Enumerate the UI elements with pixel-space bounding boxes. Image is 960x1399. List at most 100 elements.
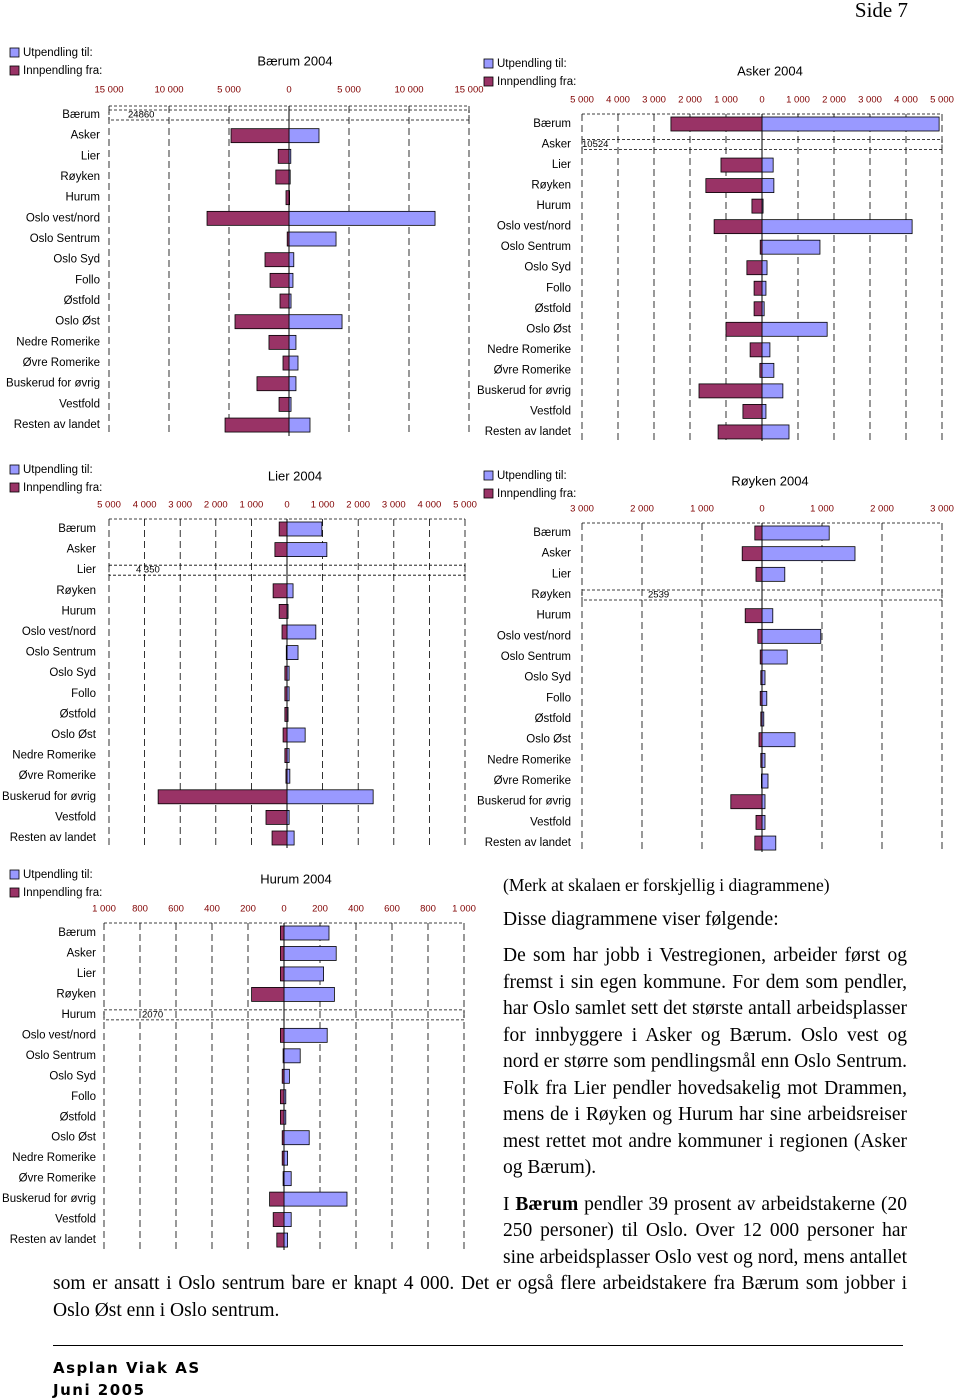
category-label: Hurum <box>536 200 571 212</box>
x-tick-label: 1 000 <box>92 904 116 915</box>
category-label: Hurum <box>61 1009 96 1021</box>
legend-label: Utpendling til: <box>497 58 567 70</box>
bar <box>281 624 288 640</box>
bar <box>281 1150 285 1166</box>
bar <box>758 732 763 748</box>
category-label: Oslo Syd <box>524 262 571 274</box>
category-label: Follo <box>75 274 100 286</box>
category-label: Bærum <box>58 523 96 535</box>
category-label: Oslo Syd <box>524 672 571 684</box>
bar <box>761 239 821 255</box>
paragraph: De som har jobb i Vestregionen, arbeider… <box>503 945 907 1178</box>
category-label: Hurum <box>61 605 96 617</box>
footer-date: Juni 2005 <box>53 1381 146 1399</box>
category-label: Oslo vest/nord <box>22 1029 96 1041</box>
legend-label: Utpendling til: <box>23 464 93 476</box>
bar <box>282 1171 285 1187</box>
bar <box>751 198 763 214</box>
paragraph: I Bærum pendler 39 prosent av arbeidstak… <box>53 1192 907 1325</box>
bar <box>761 814 766 830</box>
legend-swatch <box>9 887 20 898</box>
bar <box>761 566 786 582</box>
category-label: Røyken <box>56 585 96 597</box>
category-label: Nedre Romerike <box>12 750 96 762</box>
bar <box>288 252 295 268</box>
x-tick-label: 3 000 <box>642 95 666 106</box>
bar <box>265 810 288 825</box>
bar <box>286 583 294 599</box>
bar <box>272 1212 285 1227</box>
bar <box>206 210 290 226</box>
legend-label: Innpendling fra: <box>497 76 576 88</box>
category-label: Nedre Romerike <box>16 336 100 348</box>
bar <box>717 424 763 440</box>
category-label: Røyken <box>56 988 96 1000</box>
text-block: (Merk at skalaen er forskjellig i diagra… <box>53 872 907 1324</box>
bar <box>288 210 436 226</box>
category-label: Nedre Romerike <box>487 344 571 356</box>
category-label: Asker <box>67 544 97 556</box>
category-label: Østfold <box>60 1111 96 1123</box>
bar <box>755 814 763 830</box>
category-label: Østfold <box>535 303 571 315</box>
x-tick-label: 1 000 <box>690 504 714 515</box>
self-row-box <box>108 109 470 121</box>
category-label: Resten av landet <box>485 426 572 438</box>
x-tick-label: 0 <box>759 504 764 515</box>
bar <box>279 1027 285 1043</box>
bar <box>277 148 290 164</box>
bar <box>256 376 290 392</box>
bar <box>286 727 306 743</box>
x-tick-label: 5 000 <box>337 85 361 96</box>
x-tick-label: 4 000 <box>606 95 630 106</box>
spacer <box>53 872 503 1264</box>
x-tick-label: 3 000 <box>858 95 882 106</box>
bar <box>288 417 311 433</box>
category-label: Buskerud for øvrig <box>2 791 96 803</box>
bar <box>761 157 774 173</box>
category-label: Hurum <box>536 610 571 622</box>
bar <box>760 711 763 727</box>
self-row-box <box>108 564 466 576</box>
self-row-box <box>581 589 943 601</box>
category-label: Buskerud for øvrig <box>477 385 571 397</box>
bar <box>761 424 790 440</box>
x-tick-label: 15 000 <box>454 85 483 96</box>
category-label: Resten av landet <box>10 1234 97 1246</box>
bar <box>761 608 774 624</box>
chart-title: Asker 2004 <box>737 63 803 78</box>
category-label: Vestfold <box>530 405 571 417</box>
x-tick-label: 400 <box>348 904 364 915</box>
category-label: Buskerud for øvrig <box>477 796 571 808</box>
legend-label: Innpendling fra: <box>23 482 102 494</box>
category-label: Bærum <box>533 527 571 539</box>
bar <box>760 752 763 768</box>
bar <box>761 280 767 296</box>
legend-label: Utpendling til: <box>23 869 93 881</box>
category-label: Østfold <box>535 713 571 725</box>
legend-label: Innpendling fra: <box>23 65 102 77</box>
x-tick-label: 1 000 <box>810 504 834 515</box>
annotation: 2070 <box>142 1009 163 1020</box>
bar <box>753 301 763 317</box>
category-label: Nedre Romerike <box>12 1152 96 1164</box>
category-label: Lier <box>552 568 571 580</box>
category-label: Oslo vest/nord <box>22 626 96 638</box>
category-label: Røyken <box>60 171 100 183</box>
bar <box>286 624 317 640</box>
bar <box>271 830 288 846</box>
bar <box>286 830 295 846</box>
bar <box>286 645 299 660</box>
category-label: Vestfold <box>59 398 100 410</box>
category-label: Oslo Syd <box>49 667 96 679</box>
category-label: Østfold <box>64 295 100 307</box>
bar <box>278 604 288 619</box>
category-label: Vestfold <box>55 811 96 823</box>
bar <box>157 789 288 805</box>
category-label: Lier <box>77 968 96 980</box>
chart-title: Lier 2004 <box>268 468 322 483</box>
category-label: Lier <box>552 159 571 171</box>
category-label: Øvre Romerike <box>494 775 571 787</box>
bar <box>275 169 290 185</box>
x-tick-label: 0 <box>284 500 289 511</box>
